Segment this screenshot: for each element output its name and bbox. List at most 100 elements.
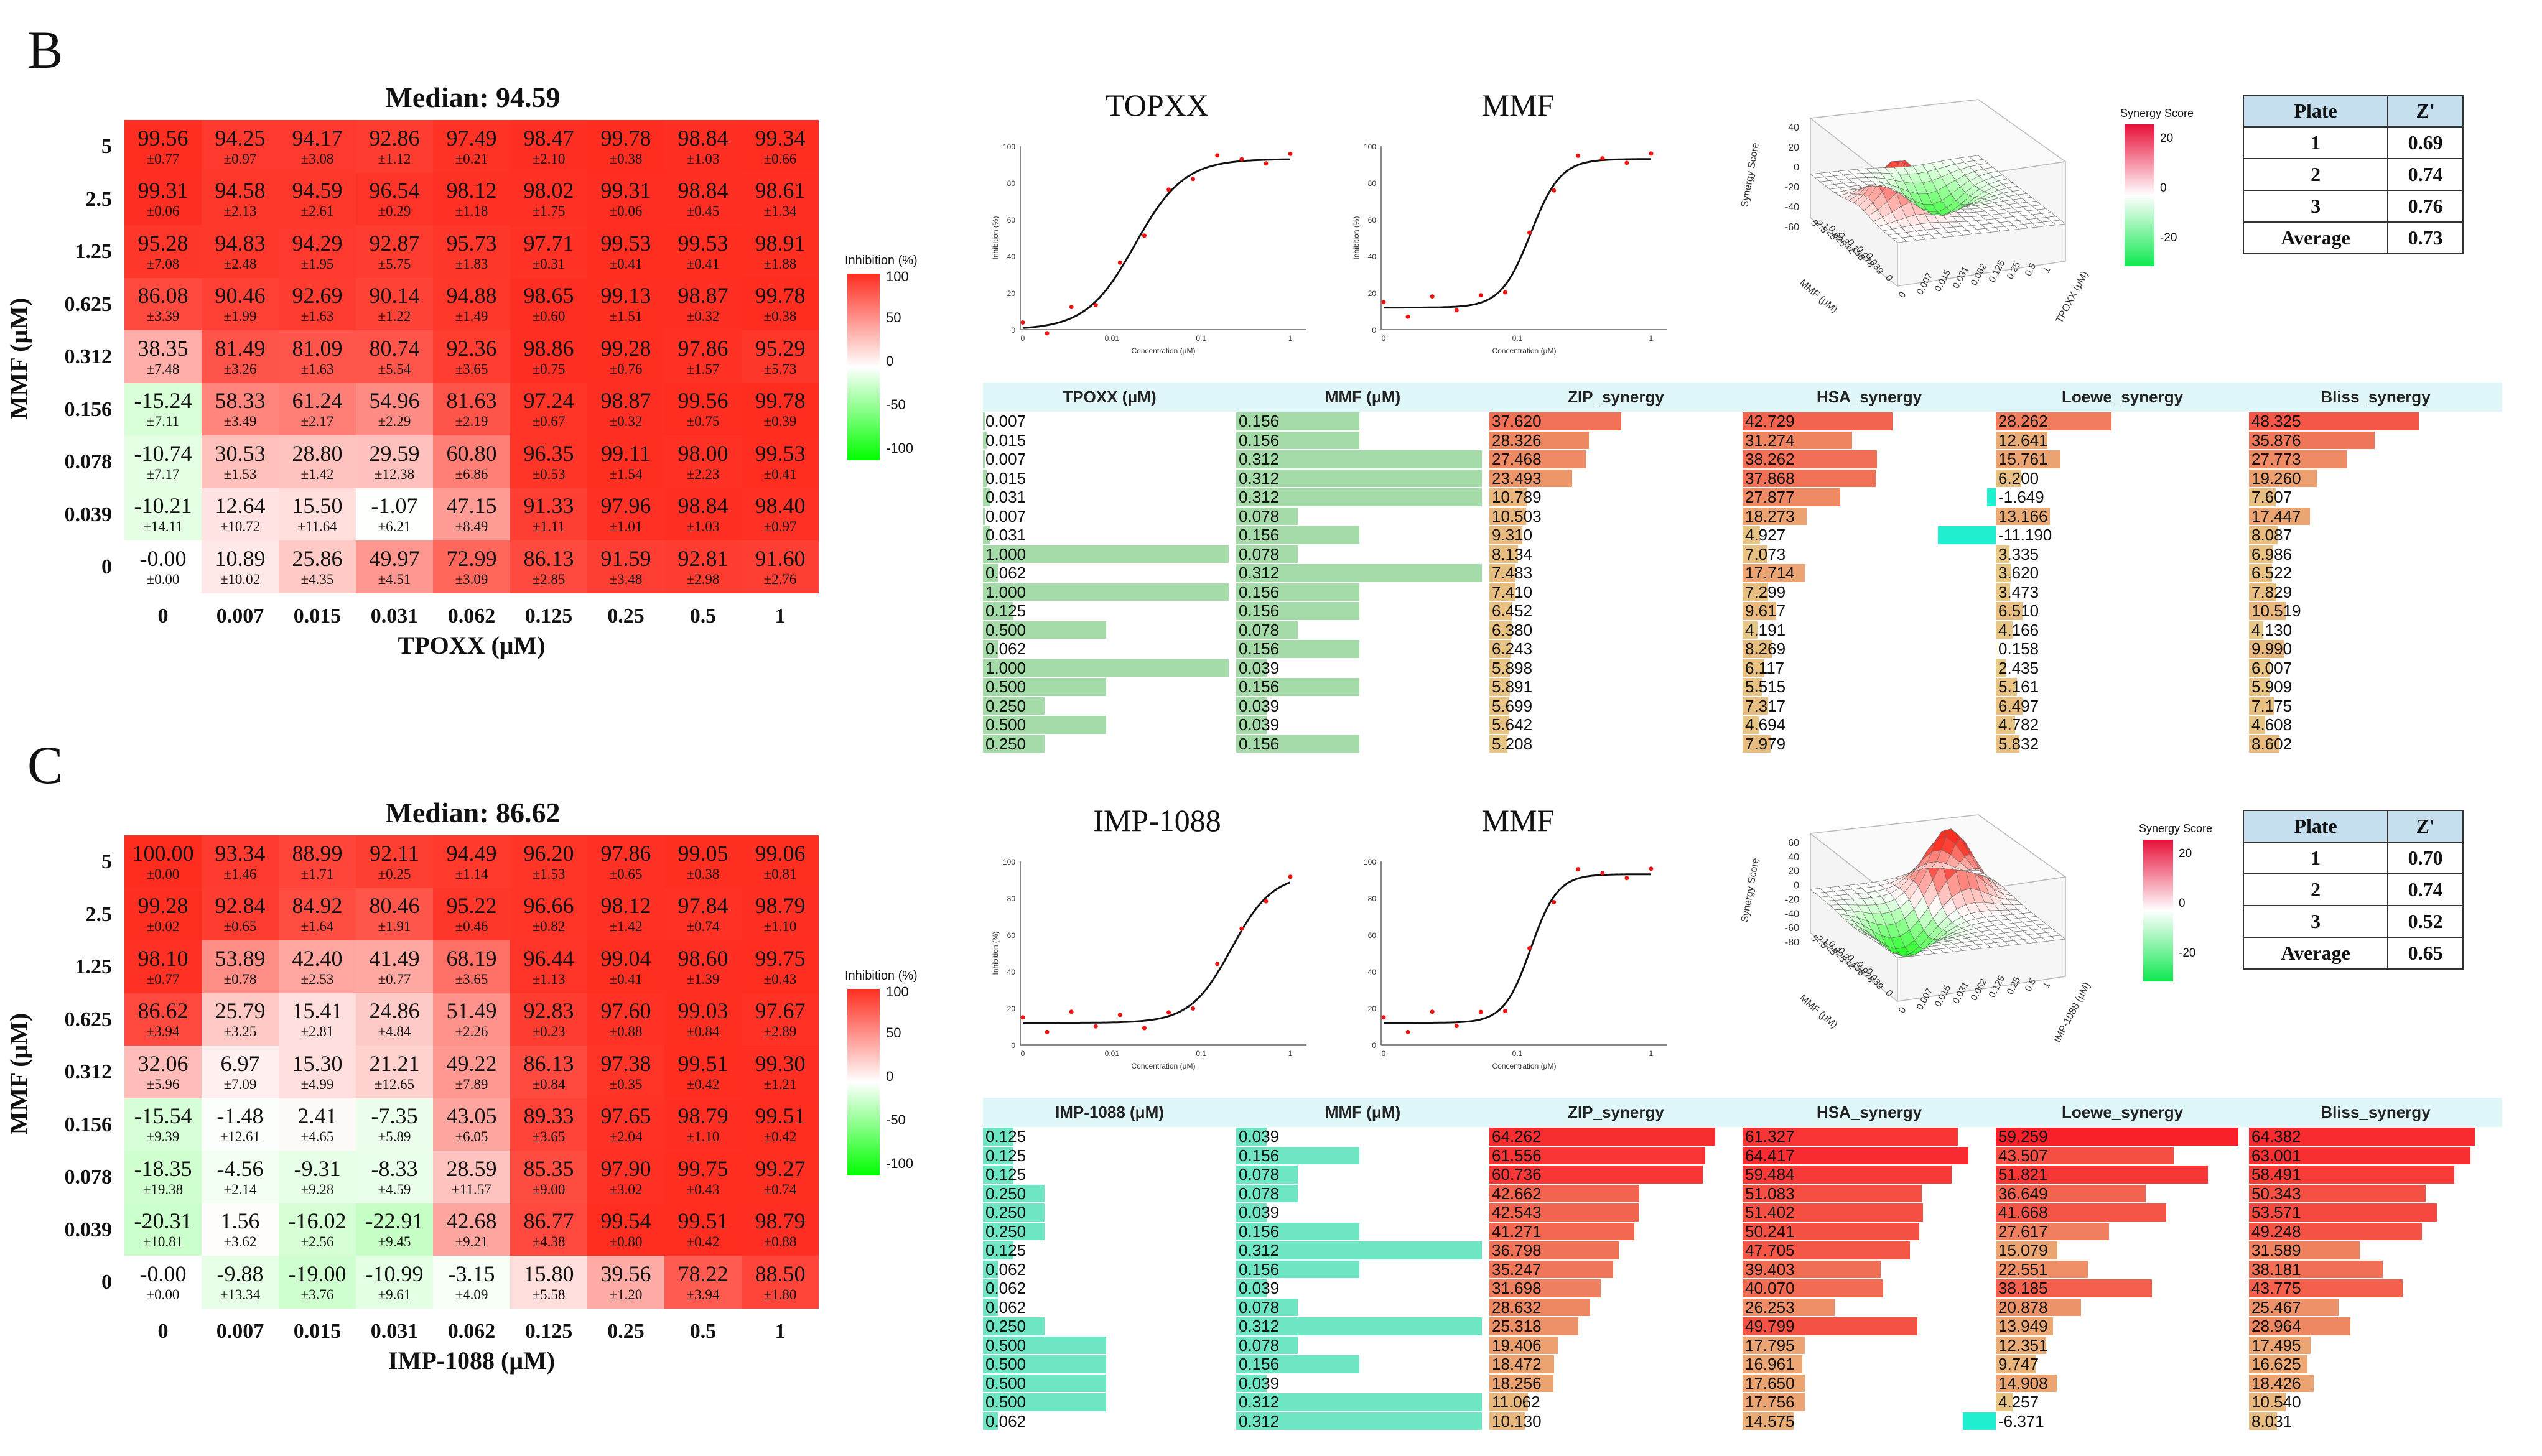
cell-error: ±19.38	[142, 1181, 184, 1197]
heatmap-cell: 99.75 ±0.43	[742, 940, 819, 993]
heatmap-cell: 78.22 ±3.94	[664, 1256, 742, 1309]
synergy-cell: 0.007	[983, 450, 1236, 469]
synergy-bar	[1996, 621, 2013, 639]
heatmap-cell: 88.99 ±1.71	[279, 835, 356, 888]
synergy-row: 0.015 0.312 23.493 37.868 6.200 19.260	[983, 469, 2502, 488]
heatmap-cell: 38.35 ±7.48	[124, 330, 202, 383]
cell-error: ±0.67	[532, 414, 566, 430]
heatmap-y-axis-title: MMF (μM)	[4, 297, 33, 420]
synergy-cell: 13.949	[1996, 1317, 2249, 1336]
cell-error: ±0.53	[532, 466, 566, 482]
cell-value: 97.65	[600, 1103, 651, 1129]
synergy-value: 53.571	[2251, 1203, 2301, 1222]
cell-value: 98.10	[137, 945, 189, 971]
synergy-cell: 28.262	[1996, 412, 2249, 431]
synergy-value: 0.039	[1239, 696, 1280, 715]
heatmap-cell: 15.41 ±2.81	[279, 993, 356, 1046]
synergy-cell: 38.262	[1743, 450, 1996, 469]
synergy-cell: 50.343	[2249, 1184, 2502, 1203]
synergy-bar	[983, 1184, 1045, 1202]
data-point	[1142, 233, 1147, 238]
heatmap-cell: 96.54 ±0.29	[356, 172, 433, 225]
synergy-value: 0.125	[985, 601, 1027, 620]
synergy-cell: 17.714	[1743, 563, 1996, 583]
data-point	[1624, 160, 1629, 165]
data-point	[1142, 1026, 1147, 1031]
synergy-bar	[1489, 1146, 1706, 1164]
zprime-cell: 1	[2242, 842, 2389, 874]
synergy-value: 0.062	[985, 639, 1027, 658]
cell-error: ±0.82	[532, 919, 566, 935]
synergy-cell: 26.253	[1743, 1298, 1996, 1317]
synergy-bar	[1996, 1374, 2057, 1392]
cell-value: 97.38	[600, 1050, 651, 1076]
synergy-value: 4.191	[1745, 620, 1786, 639]
heatmap-cell: 86.08 ±3.39	[124, 277, 202, 330]
synergy-header-cell: MMF (μM)	[1236, 383, 1489, 412]
synergy-bar	[1489, 545, 1518, 563]
synergy-cell: 17.650	[1743, 1374, 1996, 1393]
data-point	[1117, 260, 1122, 265]
synergy-bar	[1236, 1279, 1267, 1297]
synergy-value: 13.949	[1998, 1317, 2048, 1335]
synergy-legend-title: Synergy Score	[2139, 822, 2213, 835]
cell-value: 99.31	[137, 178, 189, 203]
cell-error: ±3.08	[300, 151, 334, 167]
synergy-row: 0.125 0.078 60.736 59.484 51.821 58.491	[983, 1165, 2502, 1184]
synergy-header-cell: TPOXX (μM)	[983, 383, 1236, 412]
zprime-row: 2 0.74	[2242, 158, 2464, 191]
synergy-colorbar-tick: -20	[2179, 947, 2196, 960]
cell-value: 49.22	[446, 1050, 497, 1076]
cell-value: 92.84	[215, 893, 266, 919]
heatmap-cell: 6.97 ±7.09	[202, 1046, 279, 1098]
synergy-cell: 37.868	[1743, 469, 1996, 488]
y-tick-label: 0.078	[64, 1166, 113, 1189]
cell-error: ±2.98	[686, 571, 720, 587]
heatmap-cell: 92.86 ±1.12	[356, 120, 433, 173]
synergy-bar	[983, 735, 1045, 753]
heatmap-cell: 99.53 ±0.41	[742, 435, 819, 488]
synergy-cell: 59.484	[1743, 1165, 1996, 1184]
heatmap-cell: -9.88 ±13.34	[202, 1256, 279, 1309]
synergy-bar	[1743, 1317, 1917, 1335]
heatmap-cell: 98.47 ±2.10	[510, 120, 587, 173]
cell-value: 68.19	[446, 945, 497, 971]
synergy-bar	[1489, 1128, 1715, 1146]
synergy-value: 6.522	[2251, 563, 2293, 582]
fit-curve	[1384, 873, 1651, 1024]
cell-value: 92.83	[523, 998, 574, 1024]
zprime-cell: 0.69	[2387, 126, 2464, 159]
cell-value: 94.59	[292, 178, 343, 203]
synergy-bar	[1743, 1393, 1805, 1411]
synergy-value: 59.484	[1745, 1165, 1795, 1184]
synergy-row: 0.015 0.156 28.326 31.274 12.641 35.876	[983, 431, 2502, 450]
synergy-cell: 0.250	[983, 735, 1236, 754]
synergy-cell: 0.125	[983, 1241, 1236, 1260]
synergy-bar	[1996, 583, 2010, 601]
synergy-cell: 7.483	[1489, 563, 1743, 583]
data-point	[1454, 308, 1459, 313]
synergy-value: 3.473	[1998, 582, 2039, 601]
y-tick-label: 5	[101, 135, 112, 158]
cell-error: ±1.14	[455, 866, 488, 882]
synergy-value: 0.062	[985, 1259, 1027, 1279]
synergy-header-cell: Loewe_synergy	[1996, 1098, 2249, 1127]
synergy-row: 1.000 0.156 7.410 7.299 3.473 7.829	[983, 583, 2502, 602]
data-point	[1381, 1015, 1386, 1020]
zprime-cell: 0.73	[2387, 221, 2464, 254]
cell-value: 97.67	[755, 998, 806, 1024]
x-tick-label: 1	[1649, 334, 1654, 343]
cell-value: 2.41	[297, 1103, 337, 1129]
synergy-bar	[1996, 450, 2060, 468]
synergy-value: 35.247	[1492, 1259, 1542, 1279]
synergy-value: 18.426	[2251, 1373, 2301, 1393]
synergy-value: 16.961	[1745, 1355, 1795, 1373]
heatmap-cell: 98.61 ±1.34	[742, 172, 819, 225]
cell-error: ±0.32	[609, 414, 643, 430]
z-tick-label: -20	[1785, 894, 1799, 905]
cell-error: ±0.38	[609, 151, 643, 167]
x-tick-label: 1	[1649, 1049, 1654, 1058]
synergy-value: 15.761	[1998, 450, 2048, 468]
synergy-bar	[1996, 1260, 2088, 1278]
cell-error: ±0.78	[223, 971, 257, 987]
